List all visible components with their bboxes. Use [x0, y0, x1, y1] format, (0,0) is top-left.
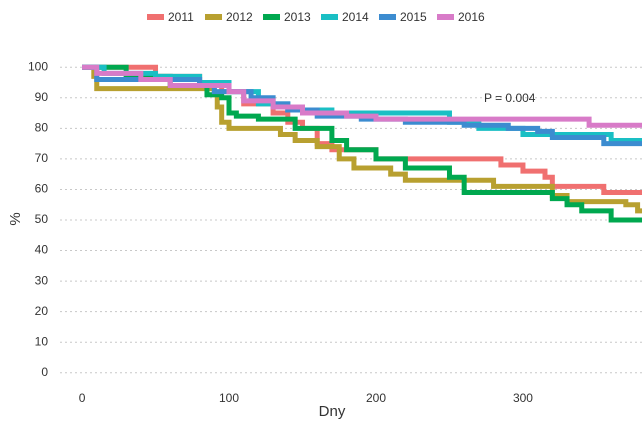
- annotation: P = 0.004: [484, 91, 536, 105]
- y-tick-label: 30: [35, 273, 49, 287]
- legend-swatch: [437, 14, 454, 20]
- legend-swatch: [321, 14, 338, 20]
- y-tick-label: 20: [35, 304, 49, 318]
- legend-swatch: [205, 14, 222, 20]
- x-tick-label: 300: [513, 391, 533, 405]
- legend-swatch: [147, 14, 164, 20]
- y-tick-label: 10: [35, 334, 49, 348]
- legend-label: 2011: [168, 10, 194, 24]
- legend-label: 2014: [342, 10, 369, 24]
- y-tick-label: 70: [35, 151, 49, 165]
- y-tick-label: 40: [35, 243, 49, 257]
- series-line: [82, 64, 642, 195]
- legend-label: 2012: [226, 10, 253, 24]
- legend-swatch: [379, 14, 396, 20]
- legend-label: 2013: [284, 10, 311, 24]
- y-tick-label: 50: [35, 212, 49, 226]
- legend-label: 2015: [400, 10, 427, 24]
- series-line: [82, 64, 642, 128]
- y-tick-label: 100: [28, 59, 48, 73]
- y-tick-label: 90: [35, 90, 49, 104]
- y-tick-label: 60: [35, 182, 49, 196]
- legend-label: 2016: [458, 10, 485, 24]
- y-axis-title: %: [7, 212, 24, 225]
- x-tick-label: 200: [366, 391, 386, 405]
- y-tick-label: 0: [41, 365, 48, 379]
- x-tick-label: 0: [79, 391, 86, 405]
- y-tick-label: 80: [35, 121, 49, 135]
- legend-swatch: [263, 14, 280, 20]
- series-line: [82, 64, 642, 223]
- x-tick-label: 100: [219, 391, 239, 405]
- x-axis-title: Dny: [319, 403, 346, 420]
